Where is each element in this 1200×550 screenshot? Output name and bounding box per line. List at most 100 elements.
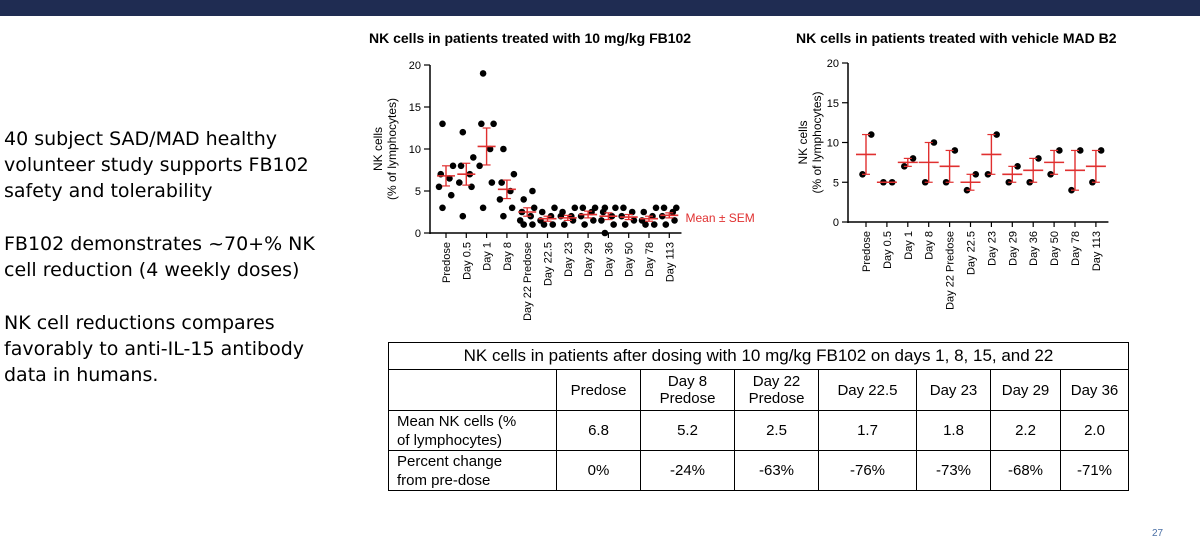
data-point [909, 155, 917, 162]
data-point [496, 196, 504, 203]
col-header: Day 8 Predose [640, 369, 735, 411]
data-point [479, 204, 487, 212]
row-label-line: Percent change [397, 452, 503, 470]
x-tick-label: Day 29 [1007, 231, 1019, 266]
x-tick-label: Day 50 [624, 242, 636, 277]
col-header-line: Day 29 [1001, 381, 1050, 399]
data-point [468, 183, 475, 191]
col-header: Day 23 [916, 369, 991, 411]
y-axis-label: (% of lymphocytes) [810, 91, 824, 193]
y-tick-label: 5 [833, 177, 839, 189]
chart1-svg: 0 5 10 15 20 NK cells (% of lymphocytes) Predos… [371, 60, 755, 321]
data-point [652, 204, 660, 212]
data-point [459, 212, 467, 220]
table-cell: -73% [916, 450, 991, 491]
data-point [628, 208, 636, 216]
col-header: Day 36 [1060, 369, 1129, 411]
data-point [529, 187, 536, 195]
data-point [620, 204, 627, 212]
bullet-1: 40 subject SAD/MAD healthy volunteer stu… [4, 128, 309, 202]
x-tick-label: Day 1 [482, 242, 494, 271]
data-point [867, 131, 875, 138]
table-cell: 2.2 [990, 410, 1061, 451]
data-point [488, 179, 496, 186]
data-point [476, 162, 483, 170]
data-point [498, 179, 505, 186]
table-cell: 1.8 [916, 410, 991, 451]
data-point [530, 204, 538, 212]
bullet-3: NK cell reductions compares favorably to… [4, 312, 304, 386]
data-point [439, 120, 446, 128]
data-point [621, 221, 629, 228]
col-header: Day 22.5 [818, 369, 917, 411]
bullet-list: 40 subject SAD/MAD healthy volunteer stu… [4, 126, 344, 415]
data-point [479, 70, 487, 77]
data-point [993, 131, 1000, 138]
data-point [671, 217, 678, 224]
y-tick-label: 0 [833, 217, 839, 229]
y-axis-label: NK cells [371, 127, 385, 171]
data-point [549, 221, 557, 228]
data-point [581, 221, 588, 228]
col-header: Day 29 [990, 369, 1061, 411]
x-tick-label: Day 22.5 [966, 231, 978, 275]
data-point [510, 170, 518, 178]
x-tick-label: Day 50 [1049, 231, 1061, 266]
data-point [662, 221, 670, 228]
data-point [508, 204, 516, 212]
y-tick-label: 20 [409, 60, 421, 72]
y-axis-label: NK cells [796, 120, 810, 164]
data-point [640, 208, 648, 216]
x-tick-label: Day 78 [1070, 231, 1082, 266]
table-cell: -76% [818, 450, 917, 491]
data-point [673, 204, 680, 212]
row-label-line: Mean NK cells (% [397, 412, 517, 430]
data-point [500, 212, 507, 220]
y-tick-label: 15 [409, 102, 421, 114]
row-label: Mean NK cells (% of lymphocytes) [388, 410, 557, 451]
x-tick-label: Day 29 [583, 242, 595, 277]
data-point [571, 204, 579, 212]
row-label-line: of lymphocytes) [397, 431, 503, 449]
data-point [591, 204, 599, 212]
col-header-line: Day 22.5 [837, 381, 898, 399]
y-tick-label: 10 [409, 144, 421, 156]
data-point [1097, 147, 1105, 154]
table-cell: 1.7 [818, 410, 917, 451]
x-tick-label: Day 23 [563, 242, 575, 277]
col-header-line: Predose [659, 390, 716, 407]
data-point [630, 217, 638, 224]
data-point [930, 139, 938, 146]
data-point [561, 221, 568, 228]
x-tick-label: Day 113 [1091, 231, 1103, 271]
header-bar [0, 0, 1200, 16]
y-tick-label: 15 [827, 98, 839, 110]
bullet-2: FB102 demonstrates ~70+% NK cell reducti… [4, 233, 315, 281]
x-tick-label: Day 23 [986, 231, 998, 266]
data-point [972, 171, 980, 178]
data-point [612, 204, 619, 212]
x-tick-label: Day 0.5 [882, 231, 894, 269]
x-tick-label: Day 8 [502, 242, 514, 271]
data-point [490, 120, 497, 128]
col-header: Day 22 Predose [734, 369, 819, 411]
data-point [601, 229, 609, 237]
x-tick-label: Predose [861, 231, 873, 272]
nk-table: NK cells in patients after dosing with 1… [388, 342, 1129, 491]
data-point [1056, 147, 1063, 154]
table-corner [388, 369, 557, 411]
data-point [457, 162, 465, 170]
data-point [618, 212, 625, 220]
data-point [459, 128, 467, 136]
data-point [1076, 147, 1084, 154]
col-header-line: Day 36 [1070, 381, 1119, 399]
x-tick-label: Day 78 [644, 242, 656, 277]
data-point [1014, 163, 1021, 170]
row-label: Percent change from pre-dose [388, 450, 557, 491]
data-point [516, 217, 524, 224]
table-row: Percent change from pre-dose 0% -24% -63%… [388, 450, 1129, 491]
x-tick-label: Day 22.5 [543, 242, 555, 286]
table-cell: 2.5 [734, 410, 819, 451]
data-point [559, 208, 566, 216]
data-point [435, 183, 443, 191]
